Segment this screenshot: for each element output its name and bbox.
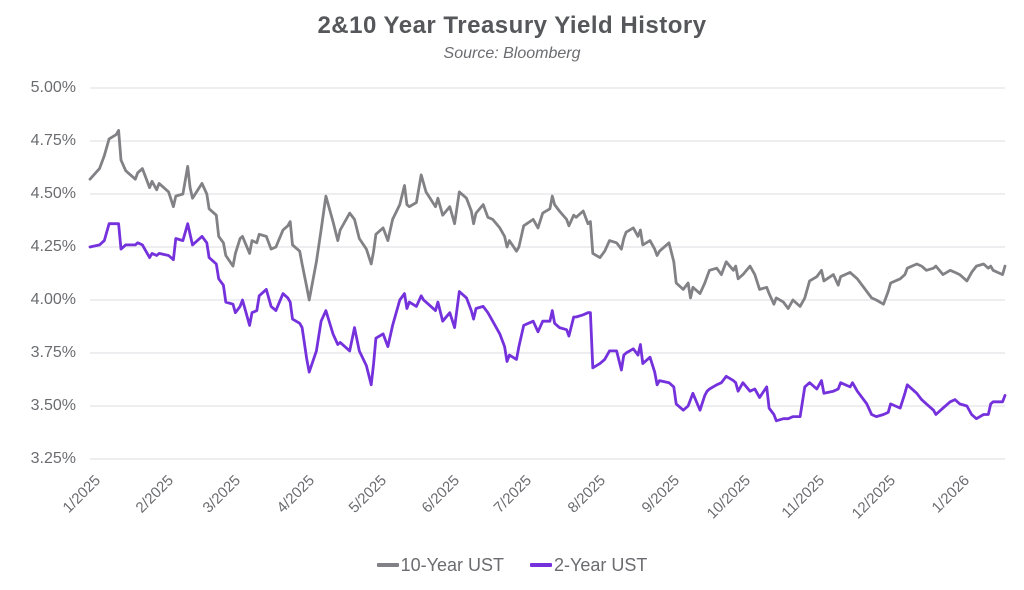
y-tick-label: 3.25% — [30, 450, 76, 467]
series-line-10-year-ust — [88, 128, 1007, 310]
legend-label: 10-Year UST — [400, 554, 504, 575]
chart-title: 2&10 Year Treasury Yield History — [317, 12, 707, 39]
y-tick-label: 3.50% — [30, 397, 76, 414]
legend-line-swatch — [530, 563, 552, 567]
chart-subtitle: Source: Bloomberg — [443, 45, 581, 62]
legend-item-2-year-ust: 2-Year UST — [530, 555, 647, 576]
legend-item-10-year-ust: 10-Year UST — [376, 554, 504, 576]
y-tick-label: 4.75% — [30, 132, 76, 149]
series-line-2-year-ust — [88, 222, 1007, 423]
y-tick-label: 4.25% — [30, 238, 76, 255]
y-tick-label: 3.75% — [30, 344, 76, 361]
y-tick-label: 5.00% — [30, 79, 76, 96]
chart-legend: 10-Year UST 2-Year UST — [0, 551, 1024, 579]
legend-line-swatch — [376, 563, 399, 567]
y-tick-label: 4.00% — [30, 291, 76, 308]
legend-label: 2-Year UST — [554, 554, 648, 575]
y-tick-label: 4.50% — [30, 185, 76, 202]
